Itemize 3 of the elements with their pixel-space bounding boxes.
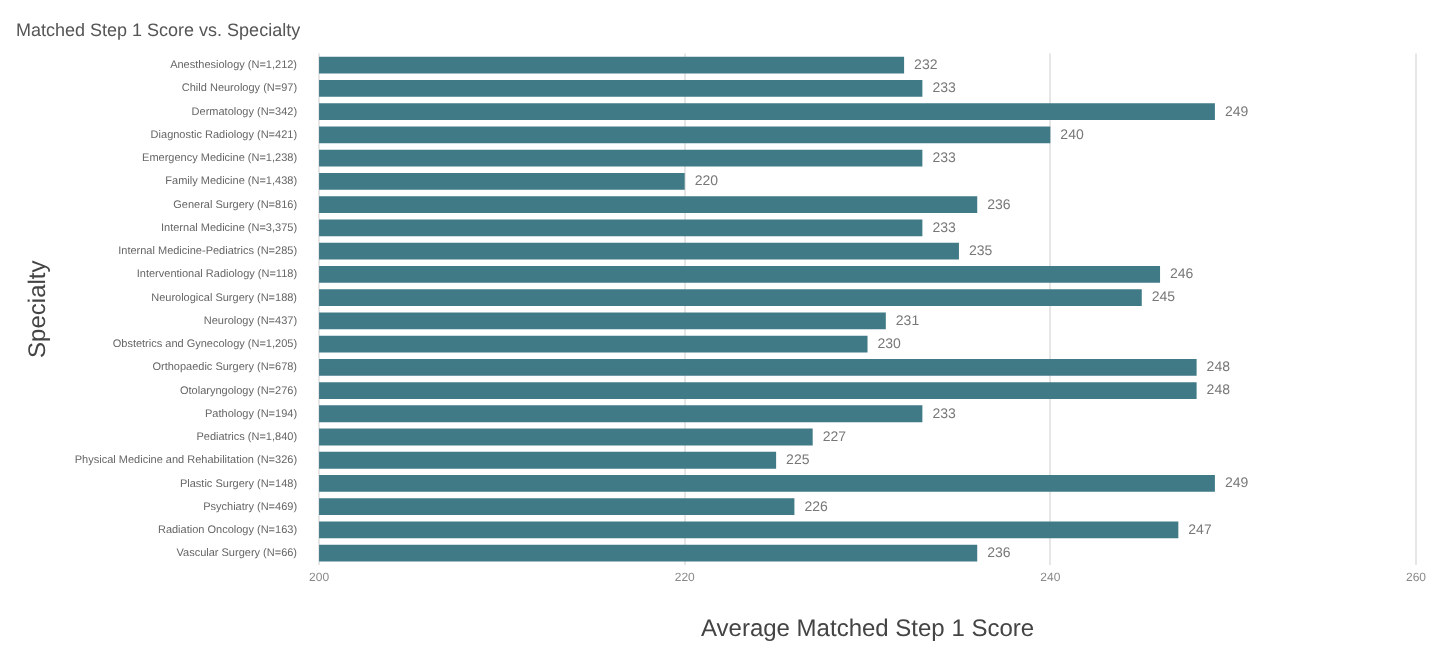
text: Matched Step 1 Score vs. Specialty: [16, 19, 302, 40]
y-axis-title: Specialty: [23, 260, 52, 358]
x-axis-title: Average Matched Step 1 Score: [700, 614, 1035, 643]
